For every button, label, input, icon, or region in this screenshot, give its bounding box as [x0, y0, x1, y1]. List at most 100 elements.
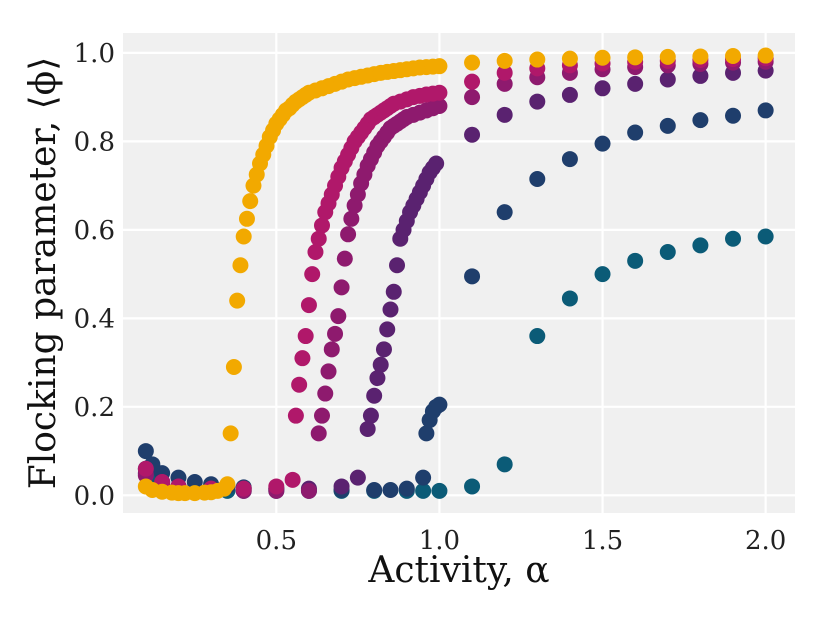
data-point: [310, 425, 327, 442]
data-point: [415, 469, 432, 486]
data-point: [294, 350, 311, 367]
data-point: [304, 266, 321, 283]
data-point: [659, 48, 676, 65]
data-point: [242, 193, 259, 210]
data-point: [235, 480, 252, 497]
data-point: [659, 71, 676, 88]
data-point: [235, 228, 252, 245]
data-point: [415, 482, 432, 499]
data-point: [757, 102, 774, 119]
data-point: [389, 257, 406, 274]
data-point: [725, 107, 742, 124]
data-point: [186, 474, 203, 491]
data-point: [366, 481, 383, 498]
data-point: [372, 356, 389, 373]
data-point: [291, 376, 308, 393]
data-point: [268, 478, 285, 495]
y-tick-label: 0.0: [74, 481, 115, 511]
data-point: [333, 478, 350, 495]
y-tick-label: 0.8: [74, 127, 115, 157]
data-point: [757, 47, 774, 64]
x-tick-label: 1.5: [582, 526, 623, 556]
data-point: [284, 471, 301, 488]
data-point: [137, 443, 154, 460]
data-point: [725, 230, 742, 247]
data-point: [317, 385, 334, 402]
data-point: [529, 328, 546, 345]
data-point: [659, 117, 676, 134]
data-point: [496, 64, 513, 81]
data-point: [692, 237, 709, 254]
data-point: [431, 84, 448, 101]
data-point: [307, 243, 324, 260]
x-tick-label: 2.0: [745, 526, 786, 556]
data-point: [300, 482, 317, 499]
series-gold: [137, 47, 774, 502]
data-point: [336, 250, 353, 267]
data-point: [464, 89, 481, 106]
data-point: [225, 359, 242, 376]
data-point: [369, 370, 386, 387]
data-point: [382, 301, 399, 318]
data-point: [366, 387, 383, 404]
x-tick-label: 1.0: [419, 526, 460, 556]
data-point: [219, 476, 236, 493]
data-point: [137, 460, 154, 477]
data-point: [627, 252, 644, 269]
data-point: [313, 407, 330, 424]
data-point: [496, 106, 513, 123]
data-point: [725, 48, 742, 65]
data-point: [229, 292, 246, 309]
data-point: [323, 341, 340, 358]
data-points: [137, 47, 774, 502]
data-point: [382, 481, 399, 498]
data-point: [496, 204, 513, 221]
data-point: [398, 480, 415, 497]
data-point: [375, 341, 392, 358]
data-point: [431, 396, 448, 413]
plot-background: [123, 33, 795, 513]
data-point: [431, 97, 448, 114]
data-point: [594, 80, 611, 97]
data-point: [340, 226, 357, 243]
data-point: [529, 51, 546, 68]
data-point: [330, 308, 347, 325]
data-point: [496, 75, 513, 92]
data-point: [428, 155, 445, 172]
data-point: [385, 283, 402, 300]
data-point: [287, 407, 304, 424]
data-point: [327, 325, 344, 342]
data-point: [343, 210, 360, 227]
y-axis-ticks: 0.0 0.2 0.4 0.6 0.8 1.0: [74, 39, 115, 511]
data-point: [431, 482, 448, 499]
data-point: [313, 217, 330, 234]
data-point: [627, 75, 644, 92]
data-point: [362, 407, 379, 424]
data-point: [238, 210, 255, 227]
y-tick-label: 1.0: [74, 39, 115, 69]
data-point: [349, 469, 366, 486]
data-point: [222, 425, 239, 442]
data-point: [561, 86, 578, 103]
data-point: [464, 126, 481, 143]
data-point: [464, 54, 481, 71]
data-point: [464, 73, 481, 90]
data-point: [297, 328, 314, 345]
x-tick-label: 0.5: [256, 526, 297, 556]
y-tick-label: 0.6: [74, 216, 115, 246]
data-point: [627, 49, 644, 66]
data-point: [561, 151, 578, 168]
data-point: [496, 456, 513, 473]
data-point: [594, 49, 611, 66]
data-point: [310, 230, 327, 247]
data-point: [561, 290, 578, 307]
data-point: [496, 52, 513, 69]
data-point: [594, 266, 611, 283]
data-point: [692, 67, 709, 84]
data-point: [379, 321, 396, 338]
data-point: [232, 257, 249, 274]
data-point: [561, 50, 578, 67]
y-tick-label: 0.4: [74, 304, 115, 334]
data-point: [418, 425, 435, 442]
